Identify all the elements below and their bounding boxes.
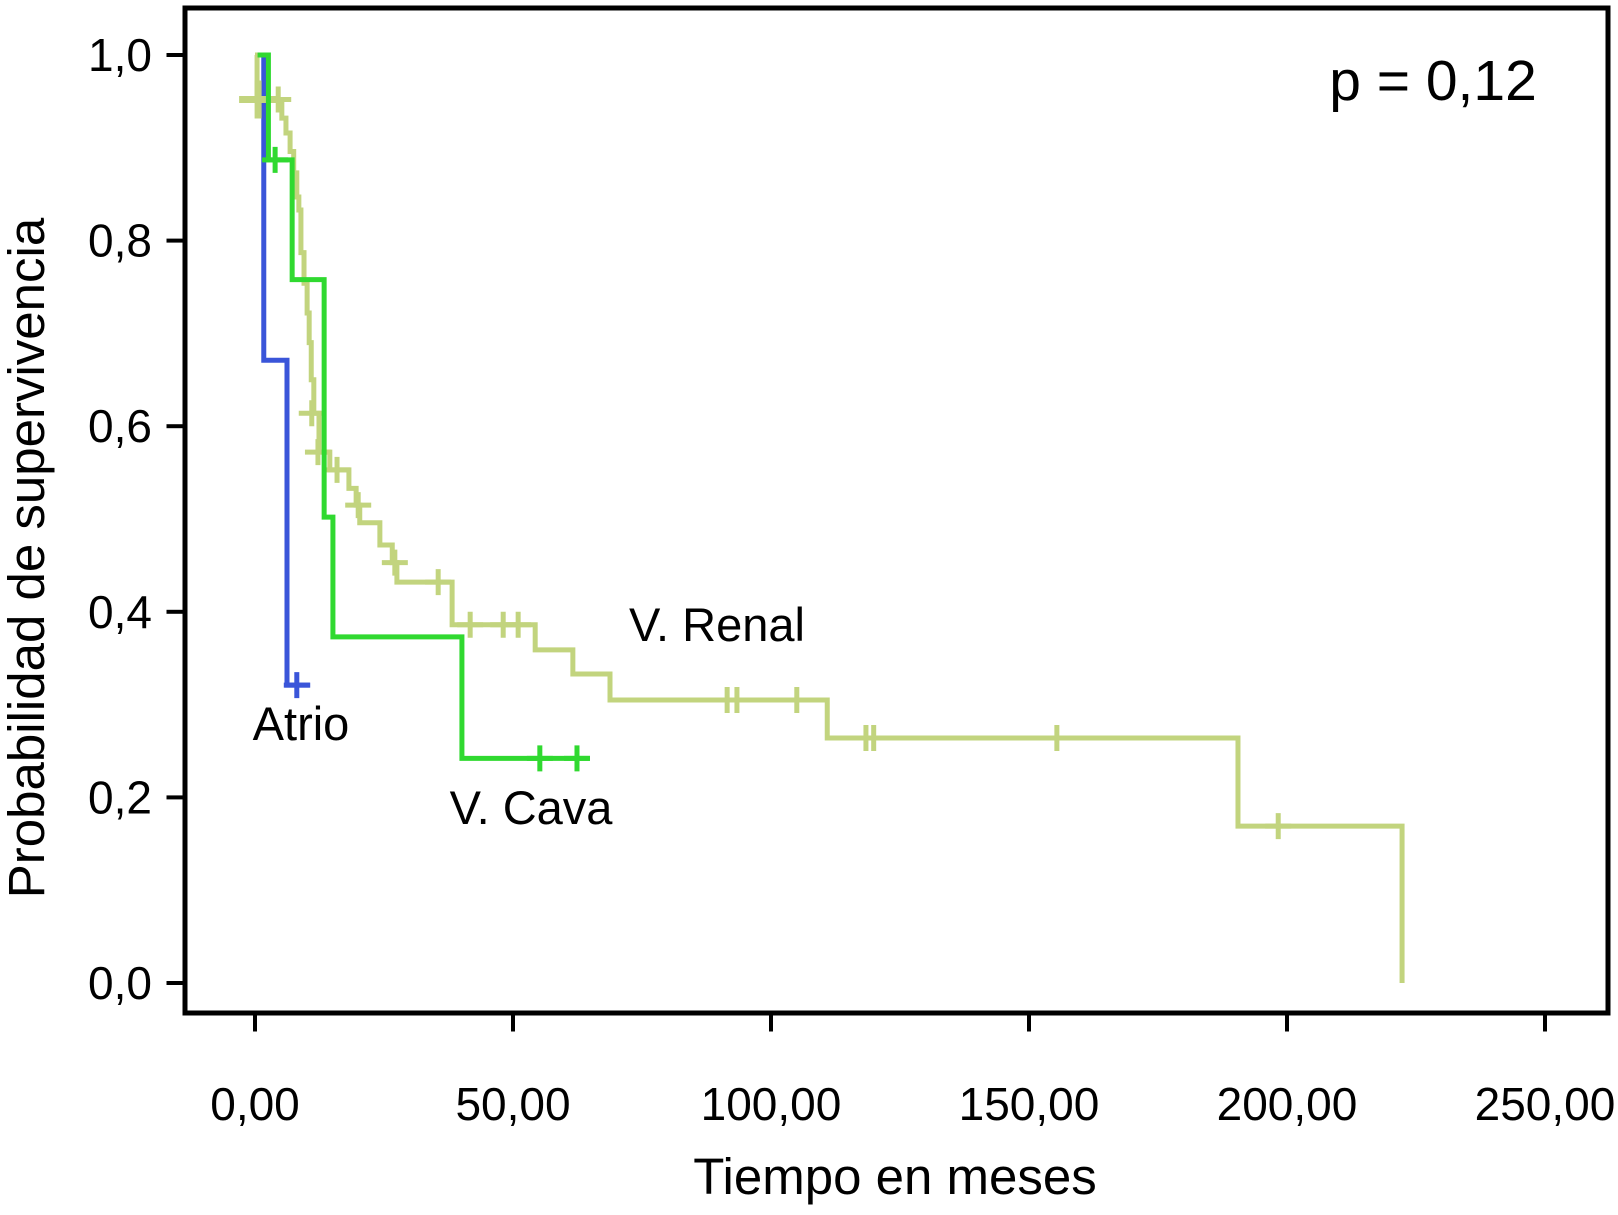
censor-mark xyxy=(723,686,750,713)
censor-mark xyxy=(304,439,331,466)
x-tick-label: 250,00 xyxy=(1475,1078,1616,1130)
censor-mark xyxy=(239,80,278,119)
censor-mark xyxy=(298,400,325,427)
survival-curve xyxy=(257,52,590,761)
censor-mark xyxy=(283,672,310,699)
censor-mark xyxy=(425,569,452,596)
censor-mark xyxy=(381,549,408,576)
censor-mark xyxy=(1265,813,1292,840)
x-tick-label: 0,00 xyxy=(210,1078,300,1130)
series-label-v-renal: V. Renal xyxy=(629,598,805,651)
y-tick-label: 0,8 xyxy=(88,215,152,267)
censor-mark xyxy=(262,146,289,173)
series-label-atrio: Atrio xyxy=(253,697,350,750)
series-v-renal xyxy=(239,52,1405,983)
series-layer xyxy=(239,52,1405,983)
y-tick-label: 0,4 xyxy=(88,586,152,638)
y-axis-title: Probabilidad de supervivencia xyxy=(0,217,55,898)
censor-mark xyxy=(563,745,590,772)
series-v-cava xyxy=(257,52,590,772)
censor-mark xyxy=(345,492,372,519)
censor-mark xyxy=(457,611,484,638)
censor-mark xyxy=(783,686,810,713)
x-tick-label: 50,00 xyxy=(455,1078,570,1130)
censor-mark xyxy=(860,725,887,752)
series-label-v-cava: V. Cava xyxy=(450,781,614,834)
p-value-label: p = 0,12 xyxy=(1329,49,1537,113)
axes-layer: 0,00 50,00 100,00 150,00 200,00 250,00 0,0 0,2 0… xyxy=(88,5,1616,1130)
censor-mark xyxy=(324,456,351,483)
x-tick-label: 150,00 xyxy=(959,1078,1100,1130)
y-tick-label: 0,6 xyxy=(88,400,152,452)
x-tick-label: 100,00 xyxy=(701,1078,842,1130)
y-tick-label: 1,0 xyxy=(88,29,152,81)
survival-curve xyxy=(254,52,1405,983)
y-tick-label: 0,2 xyxy=(88,771,152,823)
censor-mark xyxy=(1043,725,1070,752)
y-tick-label: 0,0 xyxy=(88,957,152,1009)
x-axis-title: Tiempo en meses xyxy=(693,1148,1096,1205)
plot-frame xyxy=(182,5,1611,1016)
censor-mark xyxy=(526,745,553,772)
x-tick-label: 200,00 xyxy=(1217,1078,1358,1130)
censor-mark xyxy=(505,611,532,638)
